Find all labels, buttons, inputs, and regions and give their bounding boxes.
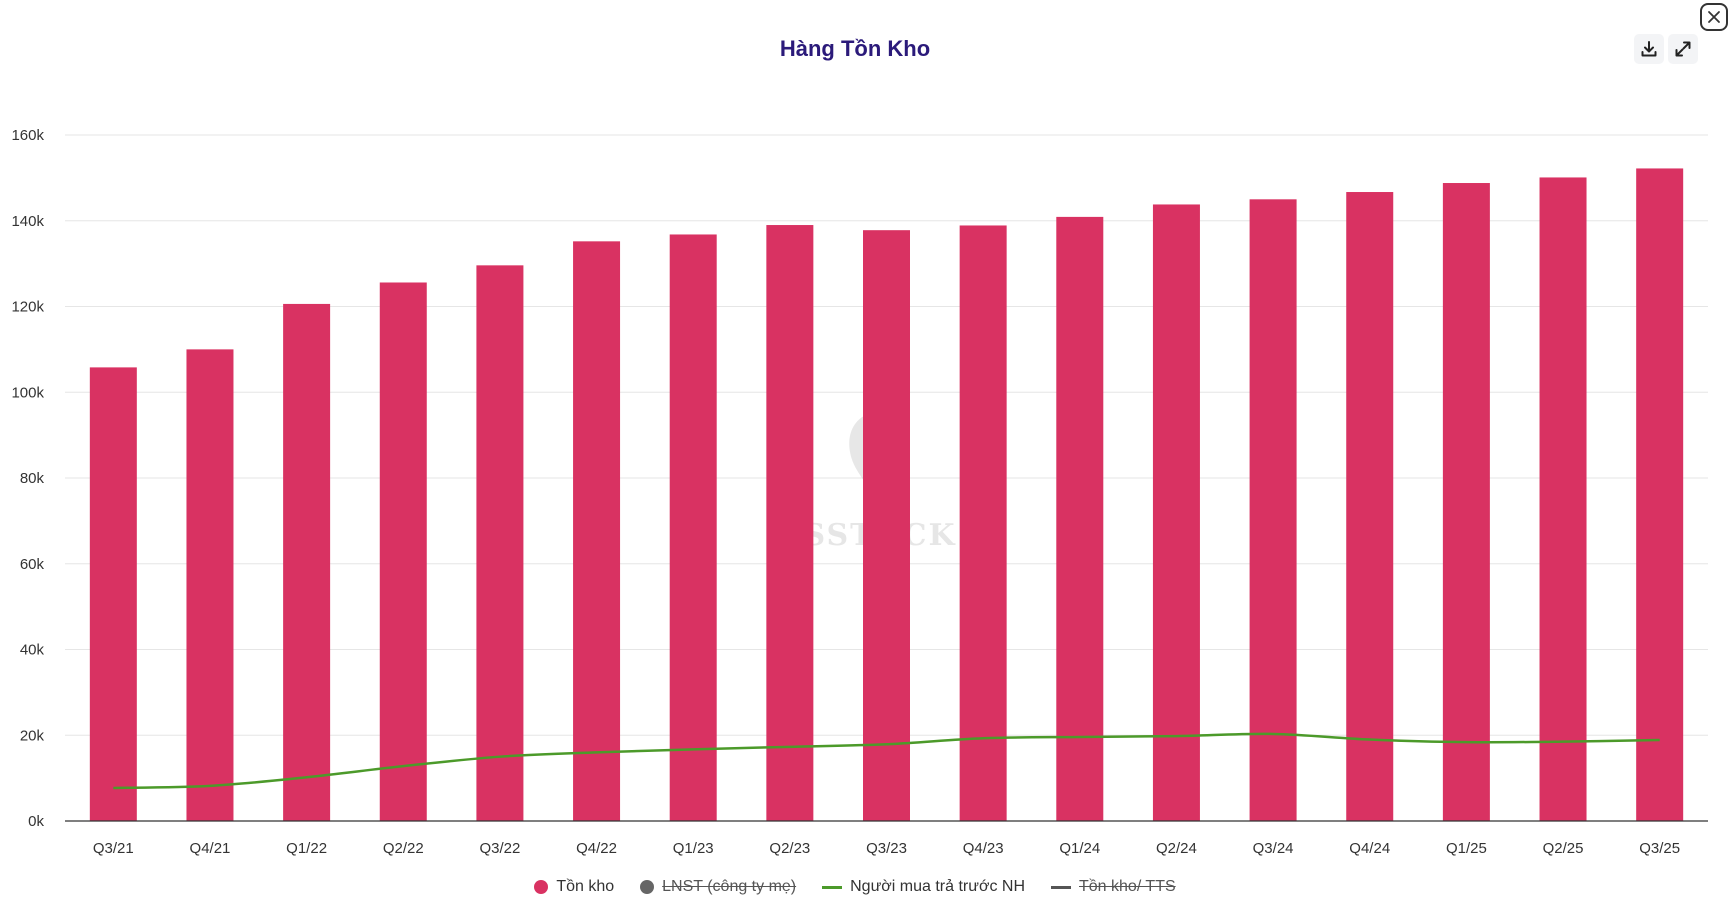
bar-ton-kho[interactable] [1249, 199, 1297, 821]
bar-ton-kho[interactable] [1539, 177, 1587, 822]
legend-item[interactable]: Tồn kho [534, 878, 614, 896]
bar-ton-kho[interactable] [959, 225, 1007, 821]
x-tick-label: Q1/23 [673, 840, 714, 857]
x-tick-label: Q2/22 [383, 840, 424, 857]
close-button[interactable] [1700, 3, 1728, 31]
bar-series [89, 168, 1684, 822]
bar-ton-kho[interactable] [89, 367, 137, 821]
x-tick-label: Q3/24 [1253, 840, 1294, 857]
legend: Tồn kho LNST (công ty mẹ) Người mua trả tr… [0, 878, 1710, 896]
bar-ton-kho[interactable] [1056, 216, 1104, 822]
x-tick-label: Q1/24 [1059, 840, 1100, 857]
bar-ton-kho[interactable] [379, 282, 427, 821]
x-tick-label: Q4/23 [963, 840, 1004, 857]
y-tick-label: 120k [11, 299, 44, 316]
y-tick-label: 140k [11, 213, 44, 230]
bar-ton-kho[interactable] [1442, 183, 1490, 821]
chart-title: Hàng Tồn Kho [779, 36, 931, 61]
bar-ton-kho[interactable] [573, 241, 621, 821]
y-tick-label: 80k [20, 470, 45, 487]
legend-dot-icon [534, 880, 549, 894]
y-tick-label: 100k [11, 384, 44, 401]
legend-label: LNST (công ty mẹ) [662, 878, 797, 895]
close-icon [1708, 11, 1720, 23]
expand-button[interactable] [1668, 34, 1698, 64]
legend-label: Tồn kho [556, 878, 615, 895]
legend-label: Tồn kho/ TTS [1079, 878, 1176, 895]
download-button[interactable] [1634, 34, 1664, 64]
axes: 0k 20k 40k 60k 80k 100k 120k 140k 160k Q3/21 Q4/21… [11, 127, 1708, 857]
x-tick-label: Q4/22 [576, 840, 617, 857]
download-icon [1641, 41, 1657, 57]
legend-item[interactable]: LNST (công ty mẹ) [640, 878, 796, 896]
x-tick-label: Q1/22 [286, 840, 327, 857]
legend-line-icon [822, 885, 843, 889]
x-tick-label: Q3/23 [866, 840, 907, 857]
chart-area: SSTOCK 0k20k40k60k80k100k120k140k160kQ3/… [11, 127, 1708, 857]
bar-ton-kho[interactable] [186, 349, 234, 821]
bar-ton-kho[interactable] [669, 234, 717, 822]
bar-ton-kho[interactable] [476, 265, 524, 822]
legend-line-icon [1051, 885, 1071, 889]
y-tick-label: 60k [20, 556, 45, 573]
legend-dot-icon [640, 880, 655, 894]
x-tick-label: Q3/22 [479, 840, 520, 857]
line-series [113, 732, 1660, 790]
x-tick-label: Q4/24 [1349, 840, 1390, 857]
legend-item[interactable]: Tồn kho/ TTS [1051, 878, 1176, 896]
legend-label: Người mua trả trước NH [850, 878, 1025, 895]
expand-icon [1675, 41, 1691, 57]
x-tick-label: Q1/25 [1446, 840, 1487, 857]
x-tick-label: Q2/25 [1543, 840, 1584, 857]
x-tick-label: Q2/23 [769, 840, 810, 857]
bar-ton-kho[interactable] [1152, 204, 1200, 821]
y-tick-label: 0k [28, 813, 44, 830]
y-tick-label: 40k [20, 642, 45, 659]
bar-ton-kho[interactable] [1636, 168, 1684, 821]
x-tick-label: Q3/25 [1639, 840, 1680, 857]
bar-ton-kho[interactable] [766, 225, 814, 822]
x-tick-label: Q3/21 [93, 840, 134, 857]
y-tick-label: 20k [20, 727, 45, 744]
x-tick-label: Q2/24 [1156, 840, 1197, 857]
x-tick-label: Q4/21 [190, 840, 231, 857]
y-tick-label: 160k [11, 127, 44, 144]
bar-ton-kho[interactable] [1346, 192, 1394, 821]
legend-item[interactable]: Người mua trả trước NH [822, 878, 1025, 896]
bar-ton-kho[interactable] [283, 303, 331, 821]
bar-ton-kho[interactable] [863, 230, 910, 821]
